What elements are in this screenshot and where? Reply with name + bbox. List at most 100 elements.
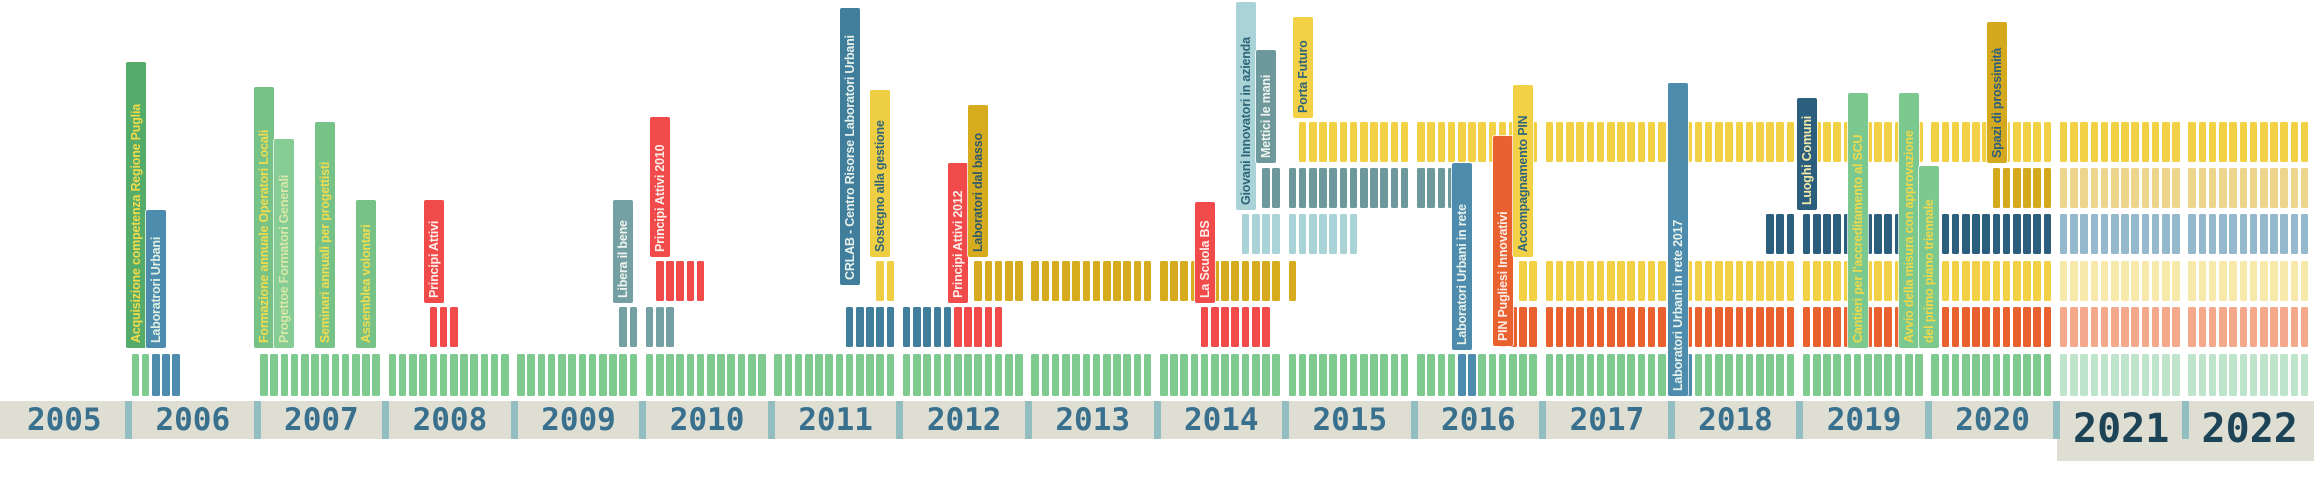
tick-programma-principale: [311, 354, 319, 396]
tick-porta-futuro: [1437, 122, 1446, 162]
tick-pin-pugliesi-innovativi: [1566, 307, 1574, 347]
tick-laboratori-dal-basso: [1170, 261, 1178, 301]
tick-programma-principale: [1509, 354, 1517, 396]
tick-porta-futuro: [1555, 122, 1564, 162]
tick-mettici-le-mani: [1390, 168, 1399, 208]
tick-crlab-centro-risorse-laboratori-urbani: [876, 307, 885, 347]
tick-pin-pugliesi-innovativi: [2110, 307, 2119, 347]
tick-programma-principale: [1745, 354, 1754, 396]
tick-porta-futuro: [1457, 122, 1466, 162]
tick-programma-principale: [794, 354, 803, 396]
tick-programma-principale: [1596, 354, 1605, 396]
tick-accompagnamento-pin: [1658, 261, 1666, 301]
tick-porta-futuro: [1637, 122, 1646, 162]
tick-pin-pugliesi-innovativi: [2121, 307, 2129, 347]
tick-laboratori-dal-basso: [1082, 261, 1091, 301]
tick-porta-futuro: [1586, 122, 1595, 162]
tick-accompagnamento-pin: [1529, 261, 1538, 301]
tick-programma-principale: [2100, 354, 2109, 396]
tick-programma-principale: [1864, 354, 1872, 396]
tick-programma-principale: [1072, 354, 1080, 396]
year-2021: 2021: [2072, 406, 2170, 452]
tick-principi-attivi: [429, 307, 438, 347]
tick-programma-principale: [1349, 354, 1358, 396]
tick-porta-futuro: [2002, 122, 2011, 162]
tick-laboratori-dal-basso: [1031, 261, 1040, 301]
year-2007: 2007: [284, 402, 359, 438]
tick-principi-attivi: [439, 307, 448, 347]
tick-accompagnamento-pin: [2080, 261, 2088, 301]
tick-programma-principale: [1133, 354, 1142, 396]
tick-programma-principale: [804, 354, 813, 396]
tick-programma-principale: [527, 354, 536, 396]
tick-accompagnamento-pin: [2259, 261, 2268, 301]
tick-programma-principale: [2229, 354, 2237, 396]
tick-luoghi-comuni: [2229, 214, 2237, 254]
tick-porta-futuro: [2259, 122, 2268, 162]
tick-acquisizione-competenza-regione-puglia: [131, 354, 140, 396]
tick-pin-pugliesi-innovativi: [1874, 307, 1882, 347]
tick-crlab-centro-risorse-laboratori-urbani: [856, 307, 864, 347]
tick-principi-attivi-2012: [953, 307, 962, 347]
tick-luoghi-comuni: [1941, 214, 1950, 254]
tick-programma-principale: [866, 354, 874, 396]
tick-luoghi-comuni: [1812, 214, 1821, 254]
tick-programma-principale: [1417, 354, 1425, 396]
tick-programma-principale: [460, 354, 468, 396]
tick-accompagnamento-pin: [1755, 261, 1764, 301]
tick-spazi-di-prossimita: [2090, 168, 2099, 208]
tick-programma-principale: [1102, 354, 1111, 396]
year-2017: 2017: [1569, 402, 1645, 438]
year-divider: [1153, 401, 1161, 439]
tick-programma-principale: [2162, 354, 2170, 396]
tick-programma-principale: [1031, 354, 1040, 396]
tick-porta-futuro: [1823, 122, 1831, 162]
tick-porta-futuro: [1339, 122, 1348, 162]
tick-spazi-di-prossimita: [2080, 168, 2088, 208]
tick-programma-principale: [1447, 354, 1456, 396]
tick-programma-principale: [886, 354, 895, 396]
tick-luoghi-comuni: [2270, 214, 2278, 254]
tick-porta-futuro: [1776, 122, 1784, 162]
year-2020: 2020: [1955, 402, 2030, 438]
tick-programma-principale: [1390, 354, 1399, 396]
tick-porta-futuro: [1715, 122, 1723, 162]
tick-laboratori-dal-basso: [1272, 261, 1280, 301]
tick-laboratori-dal-basso: [1190, 261, 1199, 301]
tick-programma-principale: [1735, 354, 1744, 396]
label-seminari-annuali-per-progettisti: Seminari annuali per progettisti: [315, 122, 336, 348]
tick-accompagnamento-pin: [1725, 261, 1733, 301]
tick-accompagnamento-pin: [1776, 261, 1784, 301]
tick-spazi-di-prossimita: [2219, 168, 2227, 208]
tick-programma-principale: [1853, 354, 1862, 396]
tick-programma-principale: [1766, 354, 1774, 396]
tick-mettici-le-mani: [1349, 168, 1358, 208]
label-cantieri-accreditamento-scu: Cantieri per l'accreditamento al SCU: [1847, 93, 1868, 348]
tick-pin-pugliesi-innovativi: [1894, 307, 1903, 347]
tick-programma-principale: [2023, 354, 2031, 396]
tick-mettici-le-mani: [1400, 168, 1409, 208]
tick-pin-pugliesi-innovativi: [1684, 307, 1693, 347]
tick-programma-principale: [1704, 354, 1713, 396]
tick-programma-principale: [815, 354, 823, 396]
tick-pin-pugliesi-innovativi: [1627, 307, 1635, 347]
tick-programma-principale: [2131, 354, 2139, 396]
tick-porta-futuro: [1596, 122, 1605, 162]
tick-luoghi-comuni: [2100, 214, 2109, 254]
tick-luoghi-comuni: [2121, 214, 2129, 254]
tick-programma-principale: [1529, 354, 1538, 396]
tick-pin-pugliesi-innovativi: [2131, 307, 2139, 347]
label-acquisizione-competenza-regione-puglia: Acquisizione competenza Regione Puglia: [125, 62, 146, 348]
tick-accompagnamento-pin: [1704, 261, 1713, 301]
tick-laboratori-dal-basso: [1072, 261, 1080, 301]
tick-accompagnamento-pin: [2059, 261, 2068, 301]
tick-porta-futuro: [1874, 122, 1882, 162]
tick-laboratori-dal-basso: [984, 261, 993, 301]
tick-pin-pugliesi-innovativi: [2023, 307, 2031, 347]
tick-programma-principale: [2090, 354, 2099, 396]
tick-laboratori-dal-basso: [1251, 261, 1260, 301]
tick-accompagnamento-pin: [1833, 261, 1841, 301]
tick-programma-principale: [341, 354, 350, 396]
tick-principi-attivi-2012: [964, 307, 972, 347]
label-laboratori-urbani-in-rete: Laboratori Urbani in rete: [1451, 163, 1472, 350]
